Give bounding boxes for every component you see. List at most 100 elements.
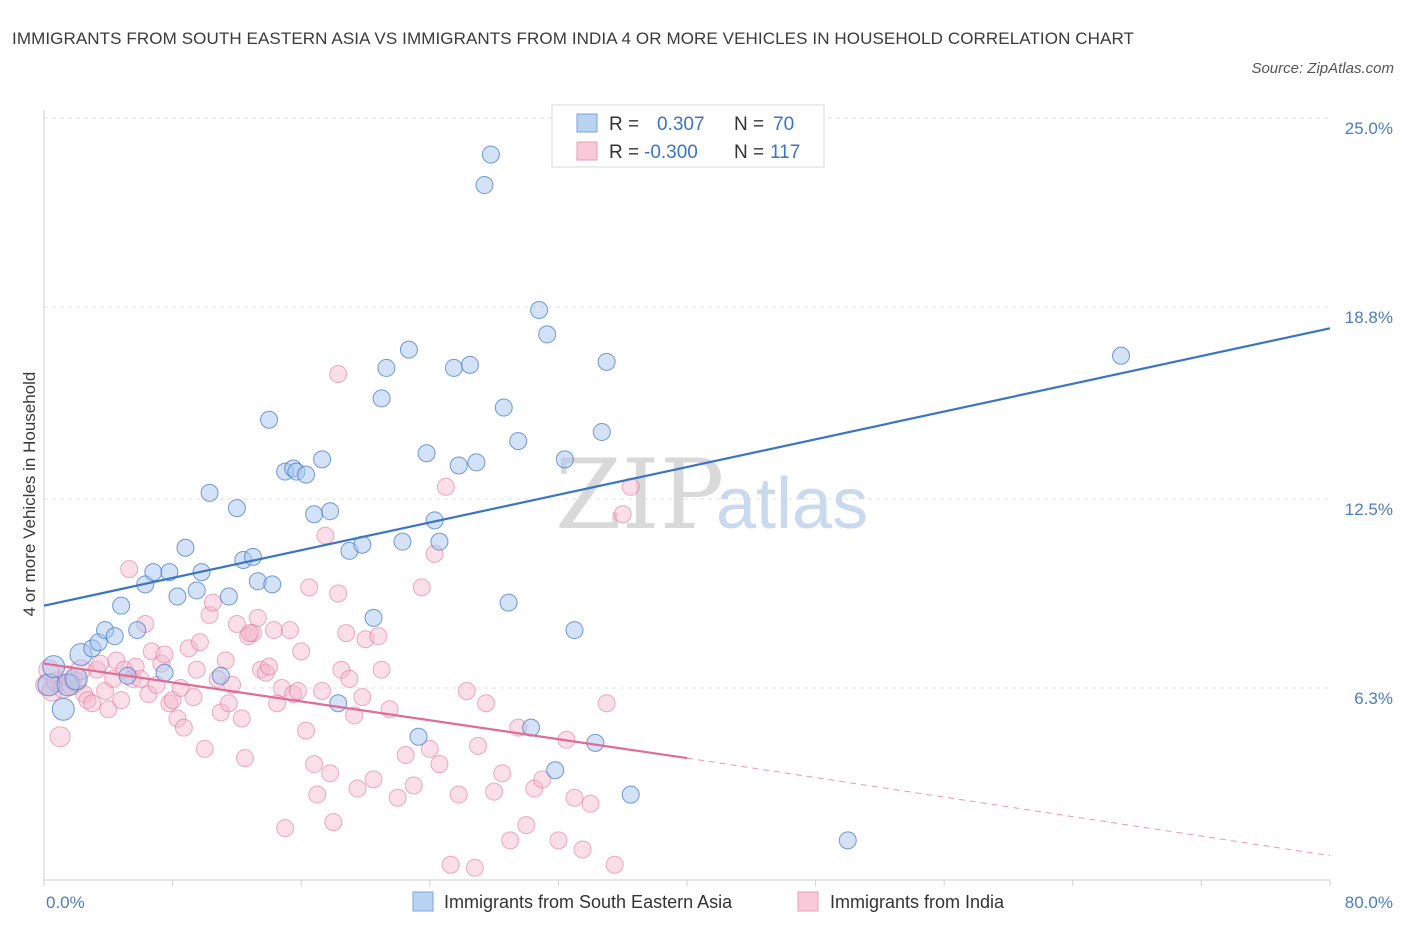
- india-point: [276, 819, 295, 838]
- legend-n-label-india: N =: [734, 142, 764, 163]
- india-point: [449, 785, 468, 804]
- x-tick-label: 0.0%: [46, 893, 85, 912]
- india-point: [605, 855, 624, 874]
- legend-r-label-sea: R =: [609, 114, 639, 135]
- bottom-legend-label-india: Immigrants from India: [830, 892, 1005, 912]
- sea-point: [364, 608, 383, 627]
- india-point: [187, 660, 206, 679]
- sea-point: [263, 575, 282, 594]
- india-point: [284, 685, 303, 704]
- legend-swatch-sea: [576, 113, 598, 133]
- sea-point: [444, 358, 463, 377]
- sea-point: [449, 456, 468, 475]
- trend-lines: [43, 327, 1331, 857]
- india-point: [337, 624, 356, 643]
- sea-point: [128, 621, 147, 640]
- sea-point: [160, 563, 179, 582]
- india-point: [597, 694, 616, 713]
- chart-source: Source: ZipAtlas.com: [1251, 60, 1394, 77]
- india-point: [372, 660, 391, 679]
- india-point: [120, 560, 139, 579]
- india-point: [232, 709, 251, 728]
- india-point: [155, 645, 174, 664]
- watermark-atlas: atlas: [716, 464, 868, 544]
- bottom-legend-label-sea: Immigrants from South Eastern Asia: [444, 892, 733, 912]
- sea-point: [409, 727, 428, 746]
- trend-line-sea: [43, 327, 1331, 607]
- sea-point: [565, 621, 584, 640]
- india-point: [321, 764, 340, 783]
- india-point: [112, 691, 131, 710]
- india-point: [305, 755, 324, 774]
- axes: [43, 110, 1331, 886]
- india-point: [240, 624, 259, 643]
- legend-r-label-india: R =: [609, 142, 639, 163]
- india-point: [216, 651, 235, 670]
- india-point: [404, 776, 423, 795]
- india-point: [91, 654, 110, 673]
- legend-swatch-india: [576, 141, 598, 161]
- bottom-legend-swatch-india: [797, 891, 819, 912]
- india-point: [469, 736, 488, 755]
- india-point: [288, 682, 307, 701]
- india-point: [565, 788, 584, 807]
- sea-point: [530, 301, 549, 320]
- sea-point: [112, 596, 131, 615]
- y-axis-label: 4 or more Vehicles in Household: [20, 372, 39, 617]
- sea-point: [260, 410, 279, 429]
- y-tick-label: 25.0%: [1345, 119, 1393, 138]
- sea-point: [176, 538, 195, 557]
- india-point: [280, 621, 299, 640]
- india-point: [190, 633, 209, 652]
- sea-point: [297, 465, 316, 484]
- india-point: [420, 739, 439, 758]
- india-point: [396, 746, 415, 765]
- sea-point: [592, 422, 611, 441]
- india-point: [388, 788, 407, 807]
- trend-line-india-extension: [686, 757, 1331, 857]
- series-sea-points: [37, 145, 1131, 850]
- india-point: [179, 639, 198, 658]
- india-point: [264, 621, 283, 640]
- sea-point: [597, 352, 616, 371]
- india-point: [235, 749, 254, 768]
- y-tick-label: 6.3%: [1354, 689, 1393, 708]
- sea-point: [211, 666, 230, 685]
- sea-point: [417, 444, 436, 463]
- sea-point: [399, 340, 418, 359]
- india-point: [195, 739, 214, 758]
- sea-point: [838, 831, 857, 850]
- sea-point: [219, 587, 238, 606]
- india-point: [316, 526, 335, 545]
- legend-n-label-sea: N =: [734, 114, 764, 135]
- sea-point: [144, 563, 163, 582]
- india-point: [219, 694, 238, 713]
- sea-point: [467, 453, 486, 472]
- india-point: [477, 694, 496, 713]
- tick-labels: 6.3% 12.5% 18.8% 25.0% 0.0% 80.0%: [46, 119, 1393, 912]
- india-point: [248, 608, 267, 627]
- sea-point: [64, 667, 88, 691]
- india-point: [348, 779, 367, 798]
- india-point: [174, 718, 193, 737]
- india-point: [324, 813, 343, 832]
- sea-point: [187, 581, 206, 600]
- india-point: [313, 682, 332, 701]
- sea-point: [546, 761, 565, 780]
- india-point: [83, 694, 102, 713]
- sea-point: [305, 505, 324, 524]
- india-point: [227, 614, 246, 633]
- bottom-legend-swatch-sea: [412, 891, 434, 912]
- india-point: [292, 642, 311, 661]
- india-point: [430, 755, 449, 774]
- india-point: [168, 709, 187, 728]
- sea-point: [430, 532, 449, 551]
- sea-point: [494, 398, 513, 417]
- india-point: [160, 694, 179, 713]
- india-point: [329, 365, 348, 384]
- india-point: [533, 770, 552, 789]
- india-point: [300, 578, 319, 597]
- india-point: [436, 477, 455, 496]
- y-tick-label: 12.5%: [1345, 500, 1393, 519]
- sea-point: [227, 499, 246, 518]
